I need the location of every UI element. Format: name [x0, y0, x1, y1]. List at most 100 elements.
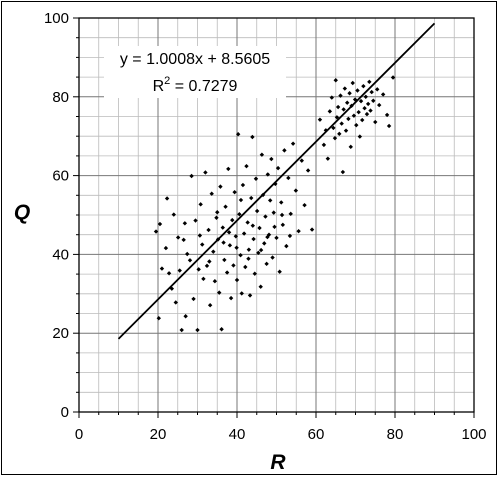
- data-point: [347, 91, 352, 96]
- data-point: [177, 268, 182, 273]
- data-point: [159, 266, 165, 271]
- data-point: [234, 277, 240, 283]
- data-point: [384, 112, 390, 118]
- data-point: [364, 111, 370, 117]
- data-point: [305, 168, 311, 173]
- y-tick-label: 0: [61, 404, 69, 421]
- data-point: [243, 264, 248, 270]
- data-point: [343, 128, 349, 133]
- data-point: [342, 86, 348, 91]
- data-point: [299, 158, 304, 163]
- data-point: [371, 98, 376, 103]
- x-axis-label: R: [270, 451, 286, 474]
- data-point: [339, 121, 344, 126]
- data-point: [356, 109, 361, 115]
- data-point: [247, 293, 253, 298]
- data-point: [240, 182, 246, 188]
- data-point: [279, 212, 285, 218]
- data-point: [262, 241, 267, 246]
- data-point: [368, 108, 373, 113]
- data-point: [340, 169, 346, 175]
- x-tick-label: 80: [387, 426, 404, 443]
- data-point: [257, 225, 262, 231]
- data-point: [331, 125, 336, 131]
- data-point: [241, 231, 247, 236]
- data-point: [250, 223, 255, 228]
- data-point: [253, 176, 259, 181]
- data-point: [256, 250, 261, 256]
- data-point: [235, 132, 241, 137]
- data-point: [211, 249, 216, 254]
- data-point: [267, 198, 273, 203]
- data-point: [197, 233, 203, 238]
- data-point: [153, 229, 159, 234]
- data-point: [288, 211, 293, 217]
- data-point: [173, 300, 178, 305]
- data-point: [271, 210, 276, 215]
- data-point: [209, 191, 214, 196]
- data-point: [223, 204, 228, 209]
- data-point: [251, 236, 256, 242]
- data-point: [219, 327, 224, 332]
- data-point: [182, 221, 188, 226]
- y-tick-label: 20: [52, 325, 69, 342]
- data-point: [222, 257, 227, 263]
- data-point: [357, 134, 363, 139]
- data-point: [362, 106, 367, 111]
- data-point: [232, 189, 237, 195]
- data-point: [321, 142, 327, 148]
- data-point: [227, 243, 233, 248]
- data-point: [156, 316, 161, 321]
- data-point: [238, 197, 244, 203]
- data-point: [360, 117, 365, 123]
- data-point: [302, 202, 307, 208]
- y-tick-label: 80: [52, 89, 69, 106]
- data-point: [196, 267, 201, 272]
- data-point: [249, 195, 254, 201]
- x-tick-labels: 0 20 40 60 80 100: [75, 426, 487, 443]
- data-point: [237, 212, 242, 217]
- data-point: [358, 98, 364, 104]
- data-point: [270, 255, 275, 260]
- data-point: [214, 215, 219, 220]
- data-point: [252, 271, 257, 276]
- data-point: [187, 258, 193, 263]
- r-squared-label: R2 = 0.7279: [153, 75, 238, 95]
- data-point: [375, 87, 380, 92]
- data-point: [346, 116, 351, 122]
- data-point: [231, 263, 236, 268]
- x-tick-label: 0: [75, 426, 83, 443]
- data-point: [244, 163, 249, 169]
- data-point: [215, 210, 220, 215]
- data-point: [341, 107, 346, 112]
- data-point: [259, 152, 265, 157]
- x-tick-label: 20: [150, 426, 167, 443]
- data-point: [269, 156, 274, 162]
- data-point: [386, 123, 392, 129]
- data-point: [166, 271, 172, 276]
- data-point: [171, 212, 176, 217]
- y-axis-label: Q: [14, 201, 30, 224]
- data-point: [185, 251, 190, 257]
- data-point: [365, 101, 371, 107]
- x-tick-label: 100: [461, 426, 486, 443]
- data-point: [230, 217, 235, 223]
- data-point: [380, 92, 386, 97]
- data-point: [390, 75, 396, 80]
- data-point: [181, 237, 186, 243]
- data-point: [189, 173, 194, 179]
- data-point: [234, 245, 239, 250]
- data-point: [233, 234, 239, 239]
- data-point: [274, 235, 279, 241]
- data-point: [373, 119, 378, 125]
- trendline: [117, 22, 436, 340]
- data-point: [207, 303, 213, 308]
- data-point: [175, 235, 181, 240]
- data-point: [250, 134, 255, 140]
- data-point: [193, 218, 198, 223]
- data-point: [218, 184, 223, 189]
- data-point: [333, 78, 338, 83]
- data-point: [277, 269, 282, 274]
- data-point: [335, 104, 341, 110]
- data-point: [361, 83, 366, 89]
